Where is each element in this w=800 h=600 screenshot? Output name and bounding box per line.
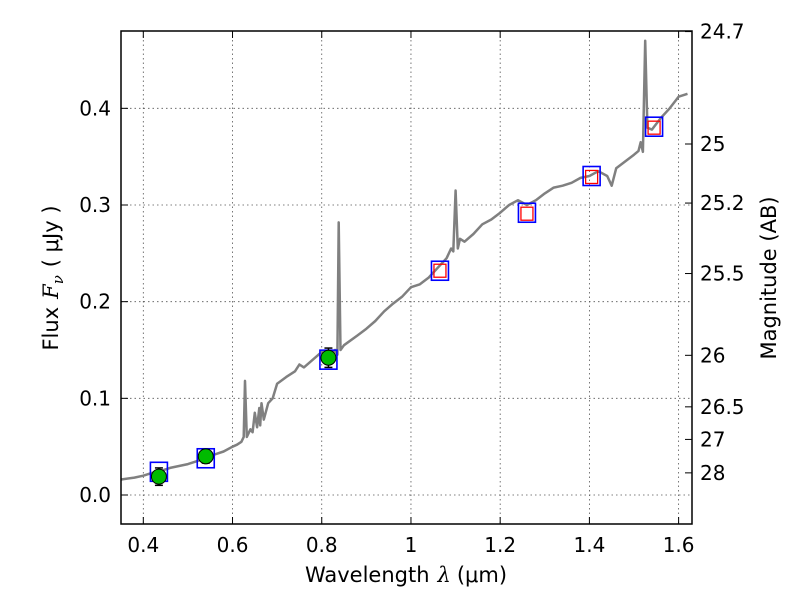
x-tick-label: 0.8 <box>306 533 338 557</box>
model-square-nir <box>584 169 599 185</box>
y2-tick-label: 26.5 <box>700 395 745 419</box>
model-square-nir <box>520 206 534 221</box>
y2-tick-label: 27 <box>700 427 725 451</box>
model-square <box>582 165 601 187</box>
y-tick-label: 0.2 <box>79 290 111 314</box>
y2-tick-label: 25 <box>700 132 725 156</box>
x-tick-label: 0.4 <box>127 533 159 557</box>
model-square-nir <box>433 263 447 278</box>
y-tick-label: 0.4 <box>79 96 111 120</box>
y2-tick-label: 26 <box>700 343 725 367</box>
y2-tick-label: 25.2 <box>700 191 745 215</box>
tick-layer: 0.4 0.6 0.8 1 1.2 1.4 1.6 0.0 0.1 0.2 0.3 0.4 24.7 25… <box>79 20 744 557</box>
spectrum-layer <box>120 39 688 481</box>
y2-axis-label: Magnitude (AB) <box>757 196 781 359</box>
y2-tick-label: 24.7 <box>700 20 745 44</box>
x-tick-label: 1.2 <box>484 533 516 557</box>
y2-tick-label: 28 <box>700 461 725 485</box>
x-tick-label: 1 <box>405 533 418 557</box>
y2-tick-label: 25.5 <box>700 262 745 286</box>
photometry-point <box>320 349 337 366</box>
spectrum-line <box>120 39 688 481</box>
model-square-nir <box>647 120 661 135</box>
x-tick-label: 1.4 <box>573 533 605 557</box>
photometry-point <box>150 468 167 485</box>
grid <box>121 31 692 524</box>
plot-frame <box>120 30 693 525</box>
y-axis-label: FluxFν( μJy ) <box>39 205 67 350</box>
y-tick-label: 0.0 <box>79 483 111 507</box>
model-square <box>430 260 450 282</box>
y-tick-label: 0.1 <box>79 386 111 410</box>
model-square <box>644 116 664 137</box>
x-tick-label: 1.6 <box>663 533 695 557</box>
x-axis-label: Wavelength λ (μm) <box>305 563 507 587</box>
model-square <box>517 202 537 224</box>
photometry-point <box>197 448 214 465</box>
x-tick-label: 0.6 <box>217 533 249 557</box>
marker-layer <box>149 116 664 487</box>
y-tick-label: 0.3 <box>79 193 111 217</box>
